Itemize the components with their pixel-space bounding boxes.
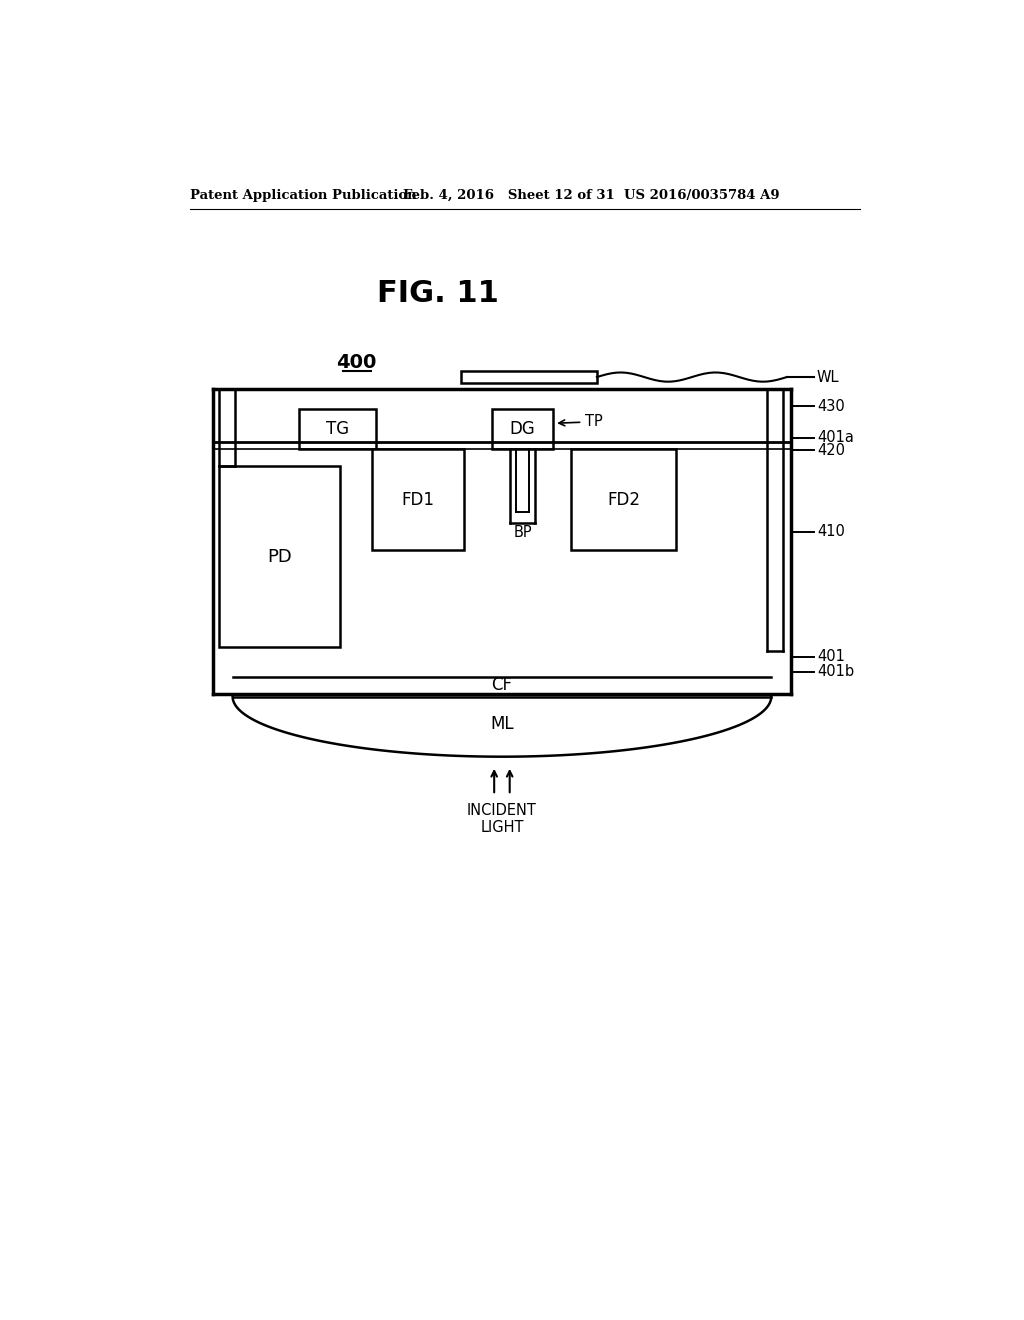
Text: WL: WL	[817, 370, 840, 384]
Bar	[493, 409, 553, 449]
Text: FIG. 11: FIG. 11	[377, 279, 499, 308]
Text: TG: TG	[326, 421, 349, 438]
Text: 400: 400	[337, 352, 377, 372]
Text: 410: 410	[817, 524, 845, 540]
Text: CF: CF	[492, 676, 512, 694]
Bar	[372, 450, 464, 549]
Text: Patent Application Publication: Patent Application Publication	[190, 189, 417, 202]
Text: FD1: FD1	[401, 491, 434, 508]
Text: TP: TP	[559, 414, 603, 429]
Text: US 2016/0035784 A9: US 2016/0035784 A9	[624, 189, 779, 202]
Text: 401a: 401a	[817, 430, 854, 445]
Text: Feb. 4, 2016   Sheet 12 of 31: Feb. 4, 2016 Sheet 12 of 31	[403, 189, 614, 202]
Bar	[299, 409, 376, 449]
Bar	[571, 450, 676, 549]
Text: 430: 430	[817, 399, 845, 414]
Text: INCIDENT
LIGHT: INCIDENT LIGHT	[467, 803, 537, 836]
Bar	[461, 371, 597, 383]
Text: ML: ML	[490, 714, 514, 733]
Text: DG: DG	[510, 421, 536, 438]
Text: 401: 401	[817, 649, 845, 664]
Text: 420: 420	[817, 442, 845, 458]
Text: BP: BP	[513, 525, 531, 540]
Bar	[219, 466, 340, 647]
Text: 401b: 401b	[817, 664, 854, 680]
Text: PD: PD	[267, 548, 292, 566]
Text: FD2: FD2	[607, 491, 640, 508]
